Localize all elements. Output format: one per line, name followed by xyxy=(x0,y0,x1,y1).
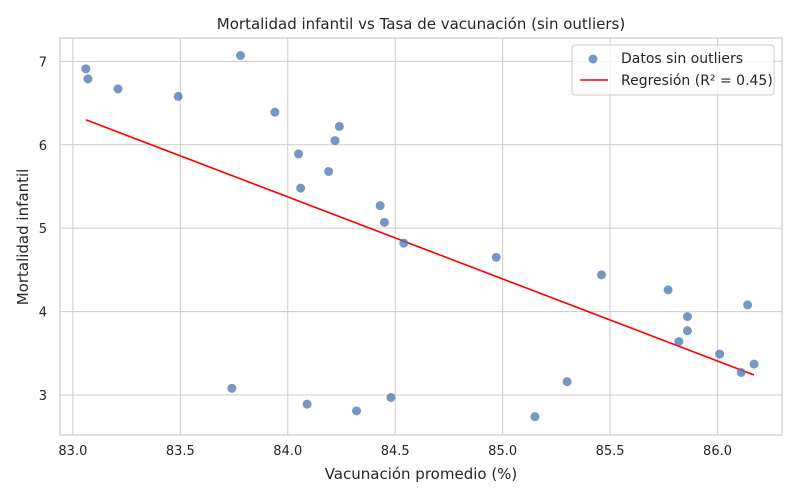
scatter-point xyxy=(294,149,304,159)
scatter-point xyxy=(379,217,389,227)
scatter-point xyxy=(743,300,753,310)
scatter-point xyxy=(491,252,501,262)
scatter-point xyxy=(562,377,572,387)
scatter-point xyxy=(83,74,93,84)
scatter-point xyxy=(334,121,344,131)
legend-label-regression: Regresión (R² = 0.45) xyxy=(621,73,773,89)
scatter-point xyxy=(597,270,606,280)
y-tick-label: 3 xyxy=(39,389,47,404)
scatter-point xyxy=(530,412,540,422)
x-tick-label: 84.5 xyxy=(381,444,410,459)
scatter-point xyxy=(227,383,237,393)
scatter-point xyxy=(749,359,759,369)
y-tick-labels: 3 4 5 6 7 xyxy=(39,55,47,404)
scatter-points xyxy=(81,51,759,422)
grid xyxy=(60,38,782,435)
regression-layer xyxy=(85,118,755,376)
scatter-point xyxy=(81,64,91,74)
legend-label-scatter: Datos sin outliers xyxy=(621,51,743,67)
scatter-point xyxy=(399,238,409,248)
x-tick-labels: 83.0 83.5 84.0 84.5 85.0 85.5 86.0 xyxy=(58,444,732,459)
y-tick-label: 5 xyxy=(39,222,47,237)
x-tick-label: 85.5 xyxy=(596,444,625,459)
x-tick-label: 85.0 xyxy=(488,444,517,459)
regression-line xyxy=(85,118,755,376)
scatter-point xyxy=(682,326,692,336)
x-tick-label: 83.5 xyxy=(166,444,195,459)
x-tick-label: 83.0 xyxy=(58,444,87,459)
scatter-point xyxy=(663,285,673,295)
y-tick-label: 7 xyxy=(39,55,47,70)
scatter-point xyxy=(386,392,396,402)
scatter-point xyxy=(674,337,684,347)
scatter-point xyxy=(375,201,385,211)
scatter-point xyxy=(236,51,245,61)
scatter-point xyxy=(324,166,334,176)
plot-area-frame xyxy=(59,37,783,436)
legend: Datos sin outliers Regresión (R² = 0.45) xyxy=(571,44,775,96)
scatter-point xyxy=(736,367,746,377)
chart-title: Mortalidad infantil vs Tasa de vacunació… xyxy=(217,15,625,33)
x-tick-label: 84.0 xyxy=(273,444,302,459)
legend-marker-scatter xyxy=(588,54,598,64)
y-tick-label: 6 xyxy=(39,139,47,154)
scatter-point xyxy=(352,406,362,416)
scatter-point xyxy=(682,312,692,322)
y-tick-label: 4 xyxy=(39,306,47,321)
x-tick-label: 86.0 xyxy=(703,444,732,459)
scatter-point xyxy=(330,136,340,146)
x-axis-label: Vacunación promedio (%) xyxy=(325,465,518,483)
scatter-point xyxy=(715,349,725,359)
y-axis-label: Mortalidad infantil xyxy=(14,169,32,306)
scatter-point xyxy=(302,399,312,409)
legend-box xyxy=(571,44,775,96)
scatter-point xyxy=(173,91,183,101)
scatter-point xyxy=(113,84,123,94)
scatter-point xyxy=(270,107,280,117)
scatter-point xyxy=(296,183,306,193)
